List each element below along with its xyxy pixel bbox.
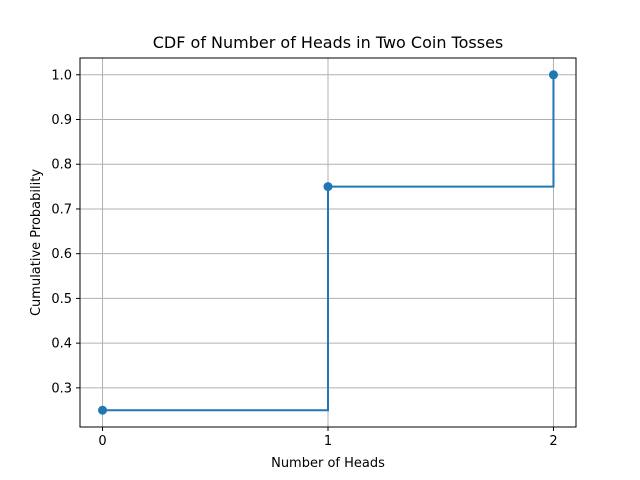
data-point-marker <box>323 182 333 192</box>
x-tick-label: 1 <box>324 434 332 449</box>
y-tick-label: 0.4 <box>51 337 72 352</box>
x-axis-title: Number of Heads <box>271 456 385 471</box>
y-tick-label: 0.7 <box>51 202 72 217</box>
y-tick-label: 0.6 <box>51 247 72 262</box>
chart-title: CDF of Number of Heads in Two Coin Tosse… <box>153 33 504 52</box>
y-axis-title: Cumulative Probability <box>29 169 44 316</box>
series-layer <box>98 70 558 415</box>
x-tick-label: 0 <box>98 434 106 449</box>
y-tick-label: 1.0 <box>51 68 72 83</box>
y-tick-label: 0.8 <box>51 158 72 173</box>
x-tick-label: 2 <box>549 434 557 449</box>
data-point-marker <box>98 405 108 415</box>
tick-layer: 0 1 2 0.3 0.4 0.5 0.6 0.7 0.8 0.9 1.0 <box>51 68 557 449</box>
y-tick-label: 0.5 <box>51 292 72 307</box>
data-point-marker <box>548 70 558 80</box>
y-tick-label: 0.9 <box>51 113 72 128</box>
y-tick-label: 0.3 <box>51 381 72 396</box>
